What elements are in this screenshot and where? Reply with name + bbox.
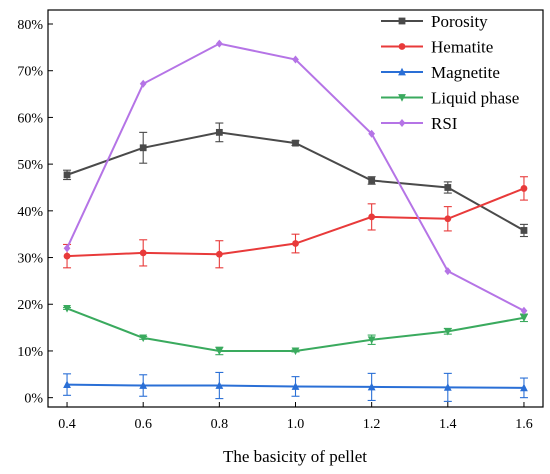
y-tick-label: 80% (17, 18, 43, 33)
legend-item: Porosity (381, 12, 488, 31)
legend-item: Magnetite (381, 63, 500, 82)
data-point (292, 139, 299, 147)
series-line (66, 307, 525, 352)
data-point (291, 347, 300, 356)
data-point (520, 185, 528, 192)
data-point (215, 381, 224, 389)
data-point (443, 327, 452, 336)
legend-marker (398, 119, 406, 127)
series-magnetite (63, 371, 528, 402)
data-point (63, 244, 71, 253)
x-tick-label: 1.2 (363, 417, 381, 432)
series-hematite (63, 176, 528, 269)
series-porosity (63, 122, 528, 238)
y-tick-label: 10% (17, 345, 43, 360)
legend-marker (398, 67, 406, 76)
data-point (139, 381, 148, 389)
data-point (443, 383, 452, 391)
y-tick-label: 60% (17, 111, 43, 126)
data-point (368, 129, 376, 138)
data-point (367, 382, 376, 391)
data-point (63, 252, 71, 260)
data-point (63, 380, 71, 388)
legend-label: RSI (431, 114, 458, 133)
legend: Porosity Hematite Magnetite Liquid phase RSI (381, 12, 519, 133)
data-point (368, 177, 376, 184)
x-tick-label: 1.4 (439, 417, 457, 432)
data-point (63, 171, 71, 179)
x-tick-label: 1.6 (515, 417, 533, 432)
data-point (63, 305, 71, 313)
data-point (215, 250, 223, 258)
data-point (215, 39, 223, 48)
legend-label: Hematite (431, 38, 493, 57)
legend-label: Porosity (431, 12, 488, 31)
data-point (139, 144, 147, 152)
y-tick-label: 0% (24, 392, 43, 407)
data-point (367, 336, 376, 344)
data-point (215, 128, 223, 136)
x-tick-label: 0.6 (134, 417, 152, 432)
x-tick-label: 0.4 (58, 417, 76, 432)
data-point (292, 240, 299, 247)
data-point (292, 55, 299, 64)
series-line (66, 42, 525, 312)
legend-label: Liquid phase (431, 89, 519, 108)
data-point (520, 227, 528, 234)
x-tick-label: 1.0 (287, 417, 305, 432)
data-point (139, 334, 148, 343)
legend-marker (398, 43, 406, 50)
series-layer (63, 39, 528, 402)
data-point (215, 347, 224, 356)
y-tick-label: 40% (17, 205, 43, 220)
data-point (444, 267, 452, 276)
legend-marker (398, 17, 406, 25)
y-tick-label: 50% (17, 158, 43, 173)
series-rsi (63, 39, 528, 315)
data-point (520, 314, 528, 322)
legend-item: RSI (381, 114, 458, 133)
legend-item: Liquid phase (381, 89, 519, 108)
legend-item: Hematite (381, 38, 493, 57)
data-point (368, 213, 376, 221)
x-tick-label: 0.8 (211, 417, 229, 432)
y-tick-label: 20% (17, 298, 43, 313)
legend-label: Magnetite (431, 63, 500, 82)
data-point (139, 249, 147, 257)
data-point (444, 215, 452, 223)
y-tick-label: 70% (17, 65, 43, 80)
data-point (444, 184, 452, 191)
x-axis: 0.4 0.6 0.8 1.0 1.2 1.4 1.6 (58, 402, 533, 432)
data-point (520, 306, 528, 315)
y-tick-label: 30% (17, 252, 43, 267)
legend-marker (398, 94, 406, 102)
y-axis: 0% 10% 20% 30% 40% 50% 60% 70% 80% (17, 18, 53, 407)
data-point (520, 383, 528, 392)
data-point (139, 79, 147, 88)
data-point (291, 382, 300, 390)
x-axis-title: The basicity of pellet (223, 447, 367, 466)
series-liquid-phase (63, 305, 528, 356)
